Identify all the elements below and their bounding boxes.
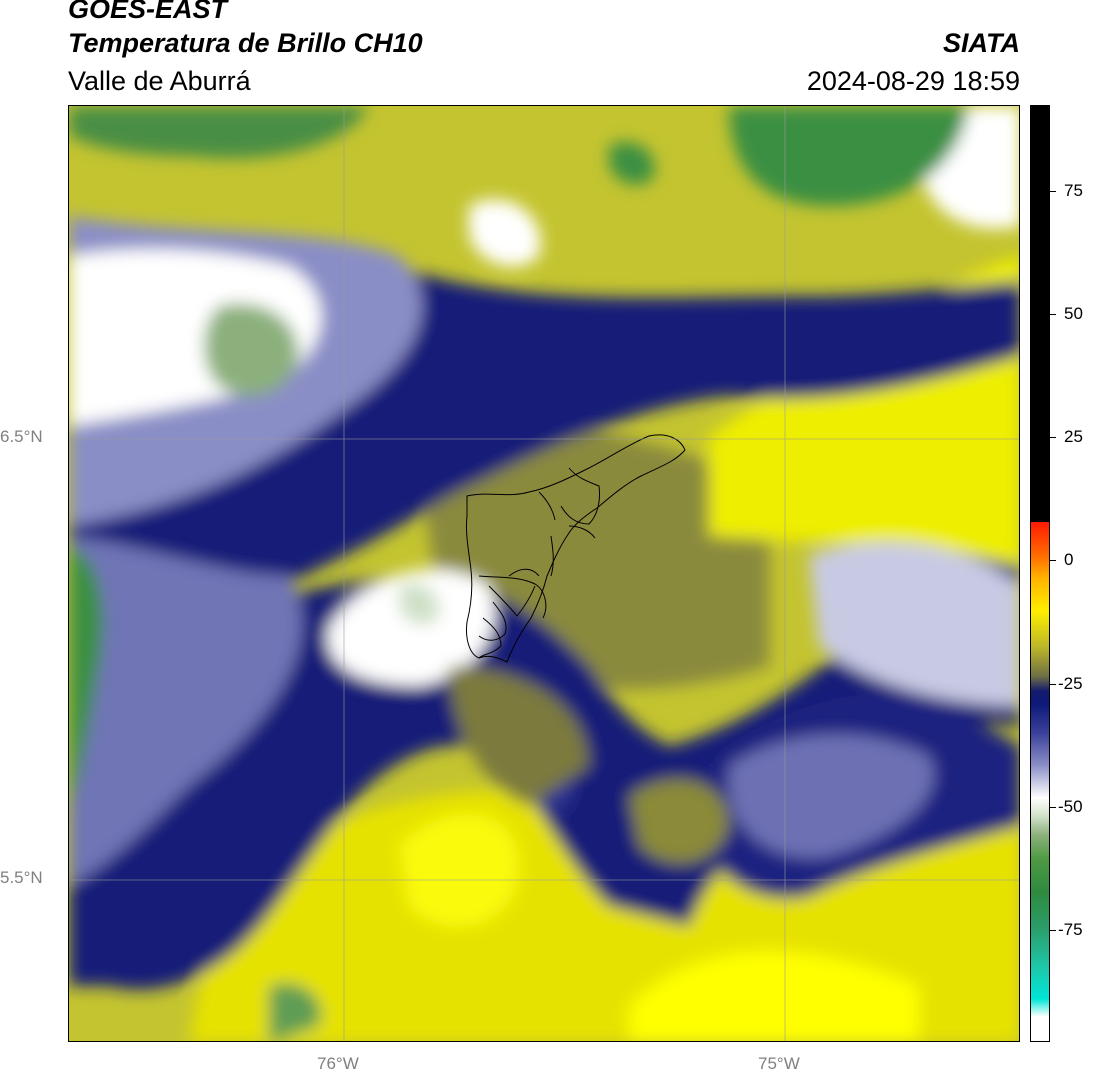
lat-label-5-5n: 5.5°N xyxy=(0,868,43,887)
graticule xyxy=(69,106,1019,1041)
lat-label-6-5n: 6.5°N xyxy=(0,427,43,446)
colorbar-tick xyxy=(1050,807,1056,808)
colorbar-label-minus75: -75 xyxy=(1058,920,1083,939)
colorbar-tick xyxy=(1050,191,1056,192)
organization-label: SIATA xyxy=(943,28,1020,58)
colorbar-tick xyxy=(1050,684,1056,685)
timestamp-label: 2024-08-29 18:59 xyxy=(806,66,1020,96)
colorbar xyxy=(1030,105,1050,1042)
region-subtitle: Valle de Aburrá xyxy=(68,66,251,96)
lon-label-75w: 75°W xyxy=(758,1054,800,1073)
satellite-map xyxy=(68,105,1020,1042)
colorbar-tick xyxy=(1050,437,1056,438)
map-svg xyxy=(69,106,1019,1041)
colorbar-tick xyxy=(1050,930,1056,931)
colorbar-label-0: 0 xyxy=(1064,550,1074,569)
colorbar-label-minus50: -50 xyxy=(1058,797,1083,816)
colorbar-label-50: 50 xyxy=(1064,304,1083,323)
colorbar-label-minus25: -25 xyxy=(1058,674,1083,693)
title-block: GOES-EAST Temperatura de Brillo CH10 Val… xyxy=(68,0,1020,105)
product-title: Temperatura de Brillo CH10 xyxy=(68,28,423,58)
colorbar-tick xyxy=(1050,560,1056,561)
lon-label-76w: 76°W xyxy=(317,1054,359,1073)
colorbar-label-75: 75 xyxy=(1064,181,1083,200)
satellite-title: GOES-EAST xyxy=(68,0,228,24)
colorbar-label-25: 25 xyxy=(1064,427,1083,446)
municipality-boundaries xyxy=(466,434,686,663)
colorbar-tick xyxy=(1050,314,1056,315)
brightness-field xyxy=(69,106,1019,1041)
